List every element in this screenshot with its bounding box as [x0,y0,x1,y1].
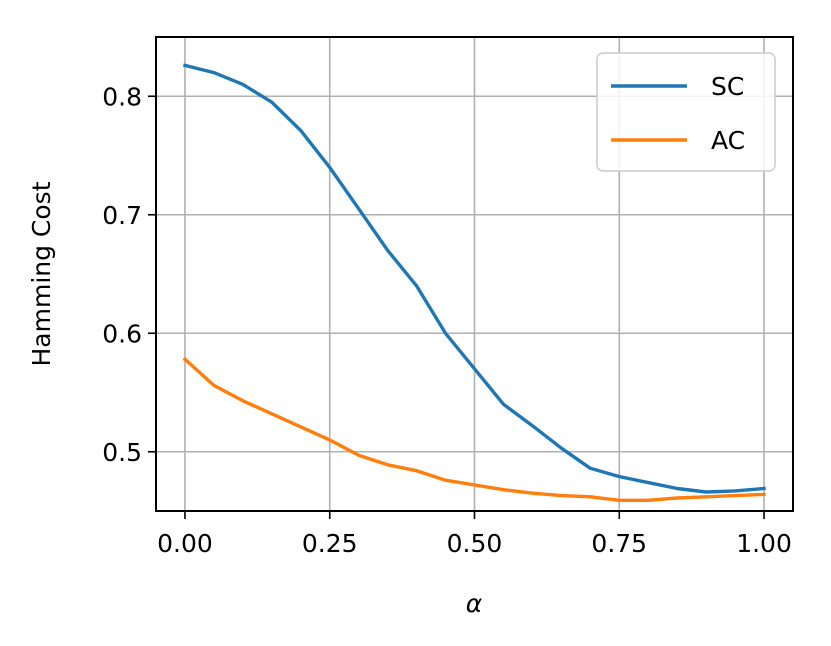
x-tick-label: 1.00 [736,529,792,558]
series-lines [182,63,766,502]
y-tick-label: 0.7 [102,201,142,230]
x-tick-label: 0.50 [447,529,503,558]
x-tick-label: 0.00 [157,529,213,558]
y-tick-label: 0.5 [102,438,142,467]
y-axis-label: Hamming Cost [27,181,56,366]
legend-box [596,52,776,172]
y-tick-label: 0.8 [102,82,142,111]
legend-label-ac: AC [711,126,745,155]
series-line-sc [182,63,766,494]
legend-label-sc: SC [711,72,744,101]
x-tick-label: 0.25 [302,529,358,558]
series-line-ac [182,356,766,502]
legend: SC AC [596,52,776,172]
axis-ticks: 0.00 0.25 0.50 0.75 1.00 0.5 0.6 0.7 0.8 [102,82,792,558]
x-tick-label: 0.75 [591,529,647,558]
x-axis-label: α [466,589,483,618]
y-tick-label: 0.6 [102,319,142,348]
